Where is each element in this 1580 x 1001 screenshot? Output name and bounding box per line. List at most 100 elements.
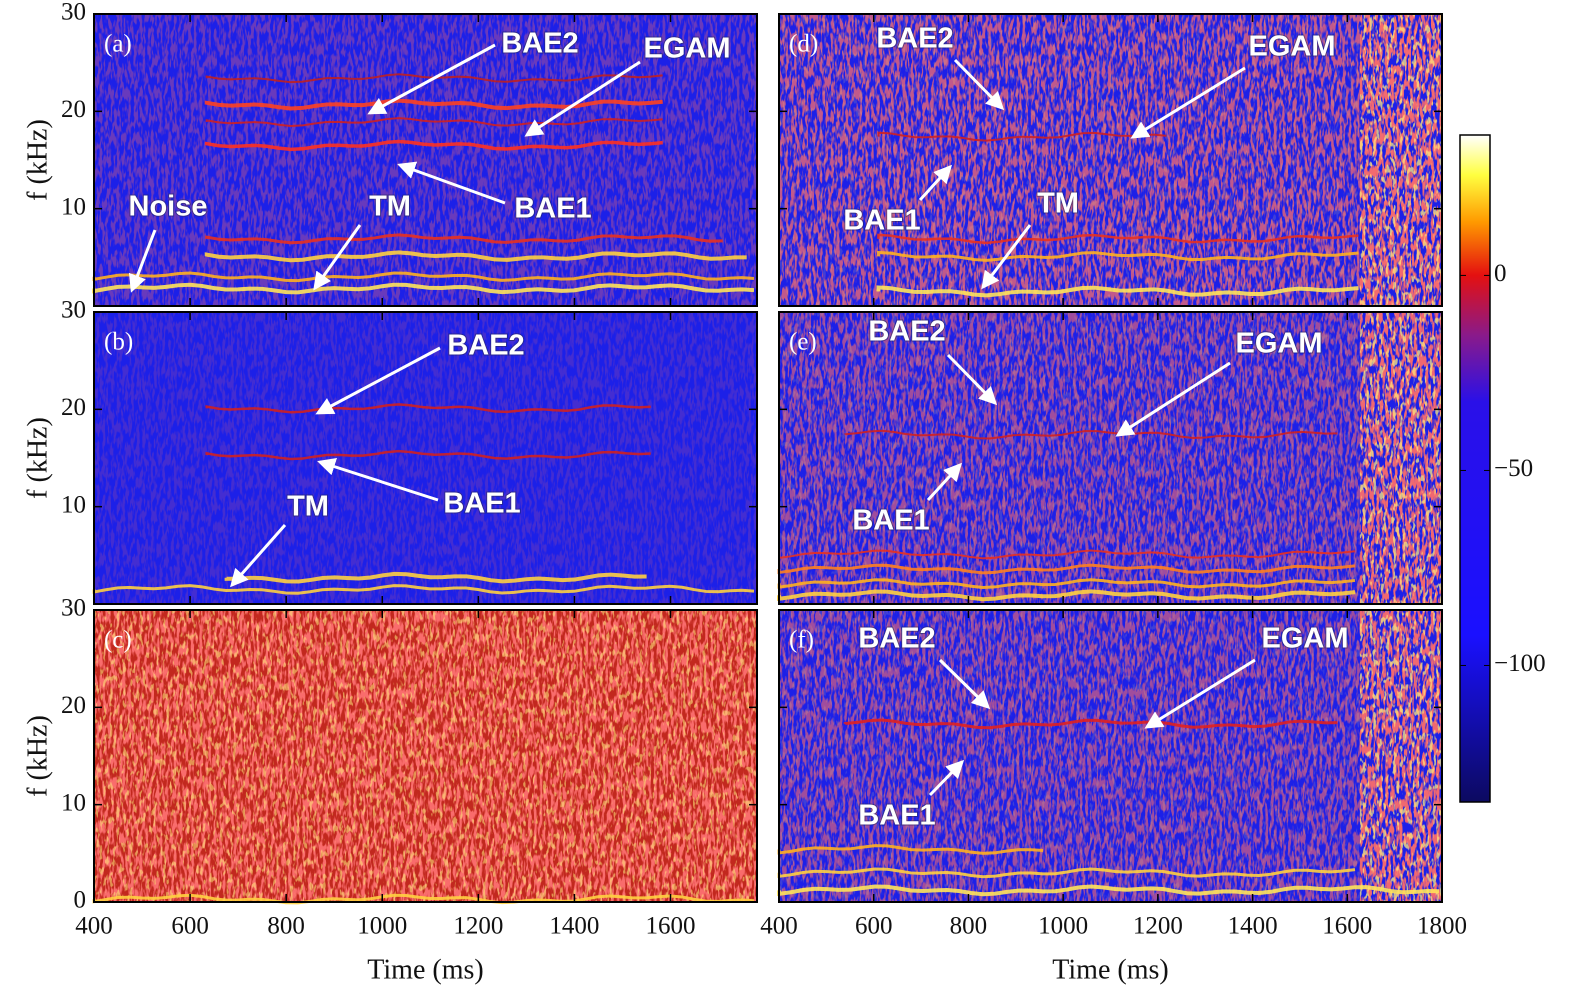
x-tick-label: 1000 [1038,913,1088,940]
mode-trace [876,285,1359,298]
panel-frame [93,311,758,605]
x-tick-label: 1600 [646,913,696,940]
annotation-arrow [1130,66,1246,139]
mode-trace [92,893,755,905]
x-tick-label: 1400 [549,913,599,940]
annotation: BAE2 [858,623,935,655]
panel-frame [93,609,758,903]
x-axis-label: Time (ms) [367,954,483,985]
mode-trace [777,589,1356,602]
mode-trace [92,282,755,295]
annotation: BAE2 [501,28,578,60]
burst-region-bright [1360,610,1442,902]
x-tick-label: 1200 [1133,913,1183,940]
annotation-arrow [317,458,439,502]
burst-region-bright [1360,312,1442,604]
annotation-arrow [953,58,1005,111]
annotation: BAE1 [443,488,520,520]
mode-trace [876,250,1359,262]
annotation-arrow [1115,361,1231,437]
annotation: BAE2 [868,316,945,348]
panel-label: (d) [789,31,818,58]
spectrogram-speckle-bright [94,610,757,902]
mode-trace [92,584,755,595]
y-tick-label: 30 [61,297,86,324]
annotation-arrow [938,658,991,710]
mode-trace [778,549,1356,560]
y-tick-label: 30 [61,595,86,622]
spectrogram-speckle-bright [779,610,1442,902]
annotation-arrow [367,43,496,115]
y-tick-label: 20 [61,96,86,123]
annotation-arrow [313,224,362,291]
colorbar-tick-label: 0 [1494,260,1507,287]
colorbar-tick-label: −50 [1494,455,1533,482]
panel-label: (f) [789,627,814,654]
annotation-arrow [981,224,1032,290]
mode-trace [777,884,1440,897]
annotation-arrow [946,353,998,406]
annotation-arrow [128,229,157,293]
burst-region-bright [1360,14,1442,306]
mode-trace [777,563,1356,575]
panel-frame [778,609,1443,903]
x-tick-label: 600 [171,913,209,940]
mode-trace [843,718,1338,730]
annotation: BAE1 [858,800,935,832]
annotation-arrow [1144,658,1256,729]
y-tick-label: 10 [61,193,86,220]
panel-label: (e) [789,329,817,356]
mode-trace [777,867,1356,879]
x-tick-label: 1000 [357,913,407,940]
mode-trace [92,271,755,283]
x-tick-label: 800 [950,913,988,940]
mode-trace [205,449,651,461]
x-tick-label: 800 [267,913,305,940]
mode-trace [205,403,651,414]
annotation: BAE1 [852,505,929,537]
annotation: EGAM [1249,31,1336,63]
y-tick-label: 20 [61,692,86,719]
x-tick-label: 1800 [1417,913,1467,940]
annotation-arrow [397,161,506,205]
x-tick-label: 1200 [453,913,503,940]
y-tick-label: 20 [61,394,86,421]
panel-frame [778,13,1443,307]
mode-trace [844,429,1338,440]
annotation: TM [1037,188,1079,220]
mode-trace [204,250,747,263]
annotation-arrow [524,60,641,137]
y-axis-label: f (kHz) [22,119,53,201]
spectrogram-speckle [94,14,757,306]
mode-trace [224,571,647,584]
y-axis-label: f (kHz) [22,715,53,797]
y-axis-label: f (kHz) [22,417,53,499]
spectrogram-speckle-bright [779,14,1442,306]
colorbar [1459,134,1491,803]
annotation: EGAM [1262,623,1349,655]
x-tick-label: 400 [75,913,113,940]
annotation: EGAM [1236,328,1323,360]
spectrogram-speckle-bright [779,312,1442,604]
annotation-arrow [918,164,953,202]
y-tick-label: 30 [61,0,86,26]
spectrogram-speckle [94,312,757,604]
mode-trace [877,131,1167,142]
colorbar-tick-label: −100 [1494,650,1546,677]
panel-frame [93,13,758,307]
mode-trace [777,578,1356,590]
annotation-arrow [928,759,965,797]
y-tick-label: 10 [61,491,86,518]
panel-frame [778,311,1443,605]
x-tick-label: 1600 [1322,913,1372,940]
x-tick-label: 400 [760,913,798,940]
x-axis-label: Time (ms) [1052,954,1168,985]
annotation-arrow [315,346,441,415]
annotation: BAE1 [514,193,591,225]
annotation: TM [287,491,329,523]
mode-trace [204,139,663,152]
y-tick-label: 0 [74,887,87,914]
panel-label: (a) [104,31,132,58]
x-tick-label: 1400 [1228,913,1278,940]
